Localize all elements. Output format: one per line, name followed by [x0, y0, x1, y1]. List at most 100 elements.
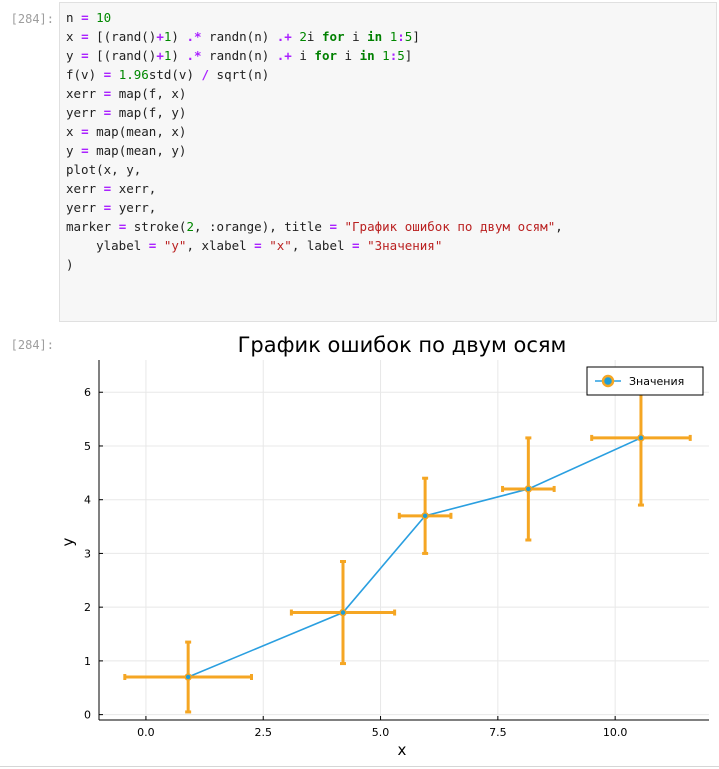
data-point	[184, 673, 192, 681]
code-token: =	[148, 238, 157, 253]
code-token: +	[156, 29, 164, 44]
code-token	[89, 10, 97, 25]
data-point	[421, 512, 429, 520]
code-token: x	[66, 29, 82, 44]
x-tick-label: 5.0	[372, 726, 390, 739]
code-token: ,	[555, 219, 563, 234]
y-tick-label: 1	[84, 655, 91, 668]
code-token: =	[329, 219, 337, 234]
code-token: 10	[96, 10, 112, 25]
code-token: y	[66, 143, 82, 158]
code-token: xerr,	[111, 181, 157, 196]
x-tick-label: 7.5	[489, 726, 507, 739]
code-token: 2	[186, 219, 194, 234]
code-token: =	[103, 105, 112, 120]
code-input-area[interactable]: n = 10 x = [(rand()+1) .* randn(n) .+ 2i …	[59, 2, 717, 322]
code-line: x = [(rand()+1) .* randn(n) .+ 2i for i …	[66, 27, 563, 46]
y-tick-label: 3	[84, 547, 91, 560]
code-token: 1	[389, 29, 398, 44]
code-token: .+	[276, 48, 292, 63]
code-token: i	[306, 29, 322, 44]
code-token: 1	[382, 48, 390, 63]
code-line: plot(x, y,	[66, 160, 563, 179]
code-token: stroke(	[126, 219, 187, 234]
code-editor[interactable]: n = 10 x = [(rand()+1) .* randn(n) .+ 2i …	[66, 8, 563, 274]
code-token: :	[389, 48, 398, 63]
code-token: n	[66, 10, 82, 25]
legend: Значения	[586, 366, 704, 396]
code-token: in	[367, 29, 383, 44]
code-token: =	[81, 48, 89, 63]
code-token: yerr	[66, 200, 104, 215]
code-token: x	[66, 124, 82, 139]
code-line: n = 10	[66, 8, 563, 27]
x-axis-label: x	[398, 741, 407, 759]
code-token: ]	[404, 48, 413, 63]
code-token: ]	[412, 29, 420, 44]
code-token: marker	[66, 219, 119, 234]
code-token: )	[171, 48, 187, 63]
y-tick-label: 6	[84, 386, 91, 399]
y-tick-label: 2	[84, 601, 91, 614]
code-token: "x"	[269, 238, 292, 253]
legend-label: Значения	[629, 375, 684, 388]
code-token: .+	[276, 29, 292, 44]
code-token: 1.96	[118, 67, 149, 82]
code-token: /	[201, 67, 210, 82]
code-token: +	[156, 48, 164, 63]
code-token: i	[337, 48, 360, 63]
code-token: , label	[291, 238, 353, 253]
code-line: xerr = map(f, x)	[66, 84, 563, 103]
code-token: in	[359, 48, 375, 63]
cell-divider	[0, 766, 719, 767]
code-token: .*	[186, 29, 202, 44]
data-point	[524, 485, 533, 493]
code-token: )	[171, 29, 187, 44]
y-tick-label: 5	[84, 440, 91, 453]
code-token: for	[314, 48, 337, 63]
code-token: map(f, x)	[111, 86, 187, 101]
code-token	[337, 219, 345, 234]
code-token: xerr	[66, 181, 104, 196]
code-line: y = [(rand()+1) .* randn(n) .+ i for i i…	[66, 46, 563, 65]
data-point	[339, 608, 347, 617]
error-bar-chart: График ошибок по двум осям 0.0 2.5 5.0 7.5 1…	[59, 333, 709, 759]
code-token	[156, 238, 164, 253]
code-token: , xlabel	[186, 238, 255, 253]
code-token: yerr,	[111, 200, 157, 215]
code-token: =	[352, 238, 360, 253]
x-tick-label: 2.5	[254, 726, 272, 739]
code-token: "y"	[163, 238, 187, 253]
input-prompt: [284]:	[10, 12, 54, 26]
x-tick-label: 0.0	[137, 726, 155, 739]
code-token: :	[397, 29, 405, 44]
chart-title: График ошибок по двум осям	[238, 333, 567, 357]
code-token: for	[321, 29, 345, 44]
code-token: map(f, y)	[111, 105, 187, 120]
code-token: =	[103, 200, 112, 215]
code-token: "Значения"	[367, 238, 443, 253]
code-token: 5	[397, 48, 405, 63]
code-token: randn(n)	[201, 48, 277, 63]
code-token: i	[344, 29, 368, 44]
x-tick-label: 10.0	[603, 726, 628, 739]
code-token: =	[81, 29, 89, 44]
code-token: ylabel	[66, 238, 149, 253]
code-token: std(v)	[148, 67, 202, 82]
code-token: 2	[299, 29, 307, 44]
series-line	[187, 437, 642, 678]
code-line: f(v) = 1.96std(v) / sqrt(n)	[66, 65, 563, 84]
code-token: =	[103, 86, 112, 101]
code-token: =	[81, 124, 89, 139]
code-token: =	[81, 143, 89, 158]
code-token: plot(x, y,	[66, 162, 142, 177]
y-axis-label: y	[59, 537, 77, 546]
code-token	[360, 238, 368, 253]
code-token: =	[118, 219, 127, 234]
code-token: [(rand()	[88, 48, 157, 63]
y-tick-label: 4	[84, 494, 91, 507]
legend-marker-sample	[601, 374, 615, 388]
code-line: marker = stroke(2, :orange), title = "Гр…	[66, 217, 563, 236]
data-point	[637, 434, 645, 442]
code-line: ylabel = "y", xlabel = "x", label = "Зна…	[66, 236, 563, 255]
